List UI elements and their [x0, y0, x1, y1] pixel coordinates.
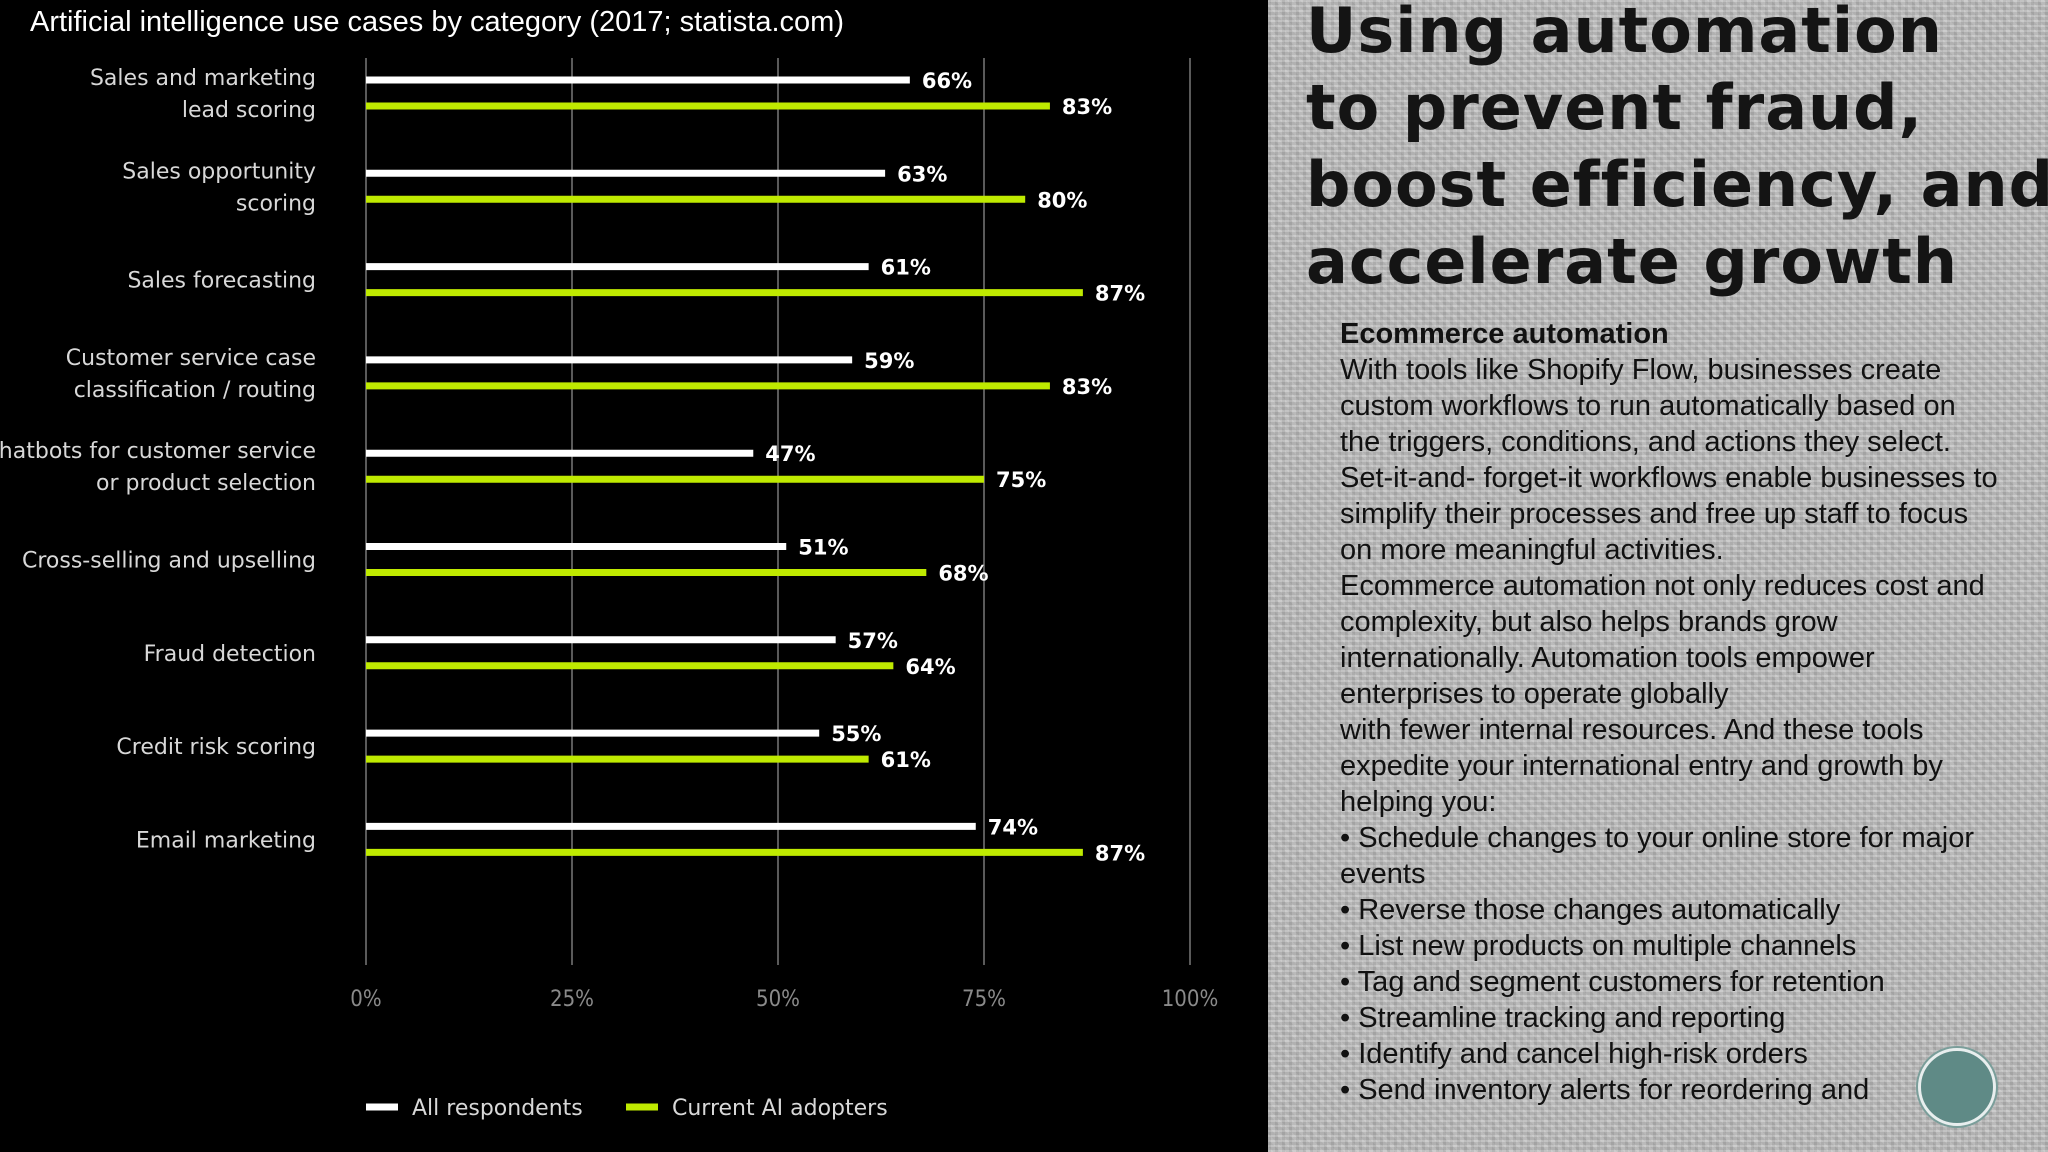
x-tick-label: 75% — [962, 987, 1006, 1012]
data-label: 83% — [1062, 95, 1112, 119]
bullet-item: • Identify and cancel high-risk orders — [1340, 1038, 1808, 1070]
data-label: 87% — [1095, 282, 1145, 306]
x-tick-label: 25% — [550, 987, 594, 1012]
headline-line: boost efficiency, and — [1306, 148, 2048, 221]
body-paragraph: With tools like Shopify Flow, businesses… — [1340, 354, 1998, 566]
category-label: Sales and marketing — [90, 66, 316, 91]
data-label: 80% — [1037, 188, 1087, 212]
bar-chart: 0% 25% 50% 75% 100% 66% 83% Sales and marketing… — [0, 58, 1219, 1121]
category-label: Customer service case — [66, 346, 316, 371]
headline-line: Using automation — [1306, 0, 1943, 67]
category-label: Chatbots for customer service — [0, 439, 316, 464]
bullet-item: • Tag and segment customers for retentio… — [1340, 966, 1885, 998]
category-label: lead scoring — [182, 98, 316, 123]
category-label: Credit risk scoring — [116, 735, 316, 760]
data-label: 74% — [988, 815, 1038, 839]
data-label: 51% — [798, 536, 848, 560]
data-label: 61% — [881, 256, 931, 280]
category-label: scoring — [236, 191, 316, 216]
category-label: or product selection — [96, 471, 316, 496]
data-label: 61% — [881, 748, 931, 772]
data-label: 75% — [996, 468, 1046, 492]
headline-line: accelerate growth — [1306, 225, 1958, 298]
x-tick-label: 0% — [350, 987, 381, 1012]
bullet-item: • Schedule changes to your online store … — [1340, 822, 1975, 890]
category-label: Sales forecasting — [127, 269, 316, 294]
data-label: 47% — [765, 442, 815, 466]
data-label: 59% — [864, 349, 914, 373]
data-label: 66% — [922, 69, 972, 93]
body-paragraph: Ecommerce automation not only reduces co… — [1340, 570, 1985, 710]
legend-label: All respondents — [412, 1096, 583, 1121]
data-label: 55% — [831, 722, 881, 746]
data-label: 68% — [938, 562, 988, 586]
chart-panel: Artificial intelligence use cases by cat… — [0, 0, 1268, 1152]
data-label: 63% — [897, 162, 947, 186]
x-tick-label: 100% — [1162, 987, 1219, 1012]
body-paragraph: with fewer internal resources. And these… — [1340, 714, 1943, 818]
slide-body: Ecommerce automation With tools like Sho… — [1340, 316, 2000, 1108]
headline-line: to prevent fraud, — [1306, 71, 1924, 144]
category-label: classification / routing — [74, 378, 316, 403]
slide-headline: Using automation to prevent fraud, boost… — [1306, 0, 2048, 300]
data-label: 57% — [848, 629, 898, 653]
chart-title: Artificial intelligence use cases by cat… — [30, 6, 844, 38]
category-label: Fraud detection — [144, 642, 316, 667]
bullet-item: • Streamline tracking and reporting — [1340, 1002, 1786, 1034]
category-label: Sales opportunity — [122, 159, 316, 184]
bullet-item: • Send inventory alerts for reordering a… — [1340, 1074, 1870, 1106]
data-label: 83% — [1062, 375, 1112, 399]
category-label: Email marketing — [136, 828, 316, 853]
text-panel: Using automation to prevent fraud, boost… — [1268, 0, 2048, 1152]
x-tick-label: 50% — [756, 987, 800, 1012]
slide-nav-button[interactable] — [1918, 1048, 1996, 1126]
bullet-item: • List new products on multiple channels — [1340, 930, 1857, 962]
legend-label: Current AI adopters — [672, 1096, 888, 1121]
data-label: 64% — [905, 655, 955, 679]
bullet-item: • Reverse those changes automatically — [1340, 894, 1841, 926]
data-label: 87% — [1095, 841, 1145, 865]
category-label: Cross-selling and upselling — [22, 549, 316, 574]
section-subhead: Ecommerce automation — [1340, 318, 1669, 350]
